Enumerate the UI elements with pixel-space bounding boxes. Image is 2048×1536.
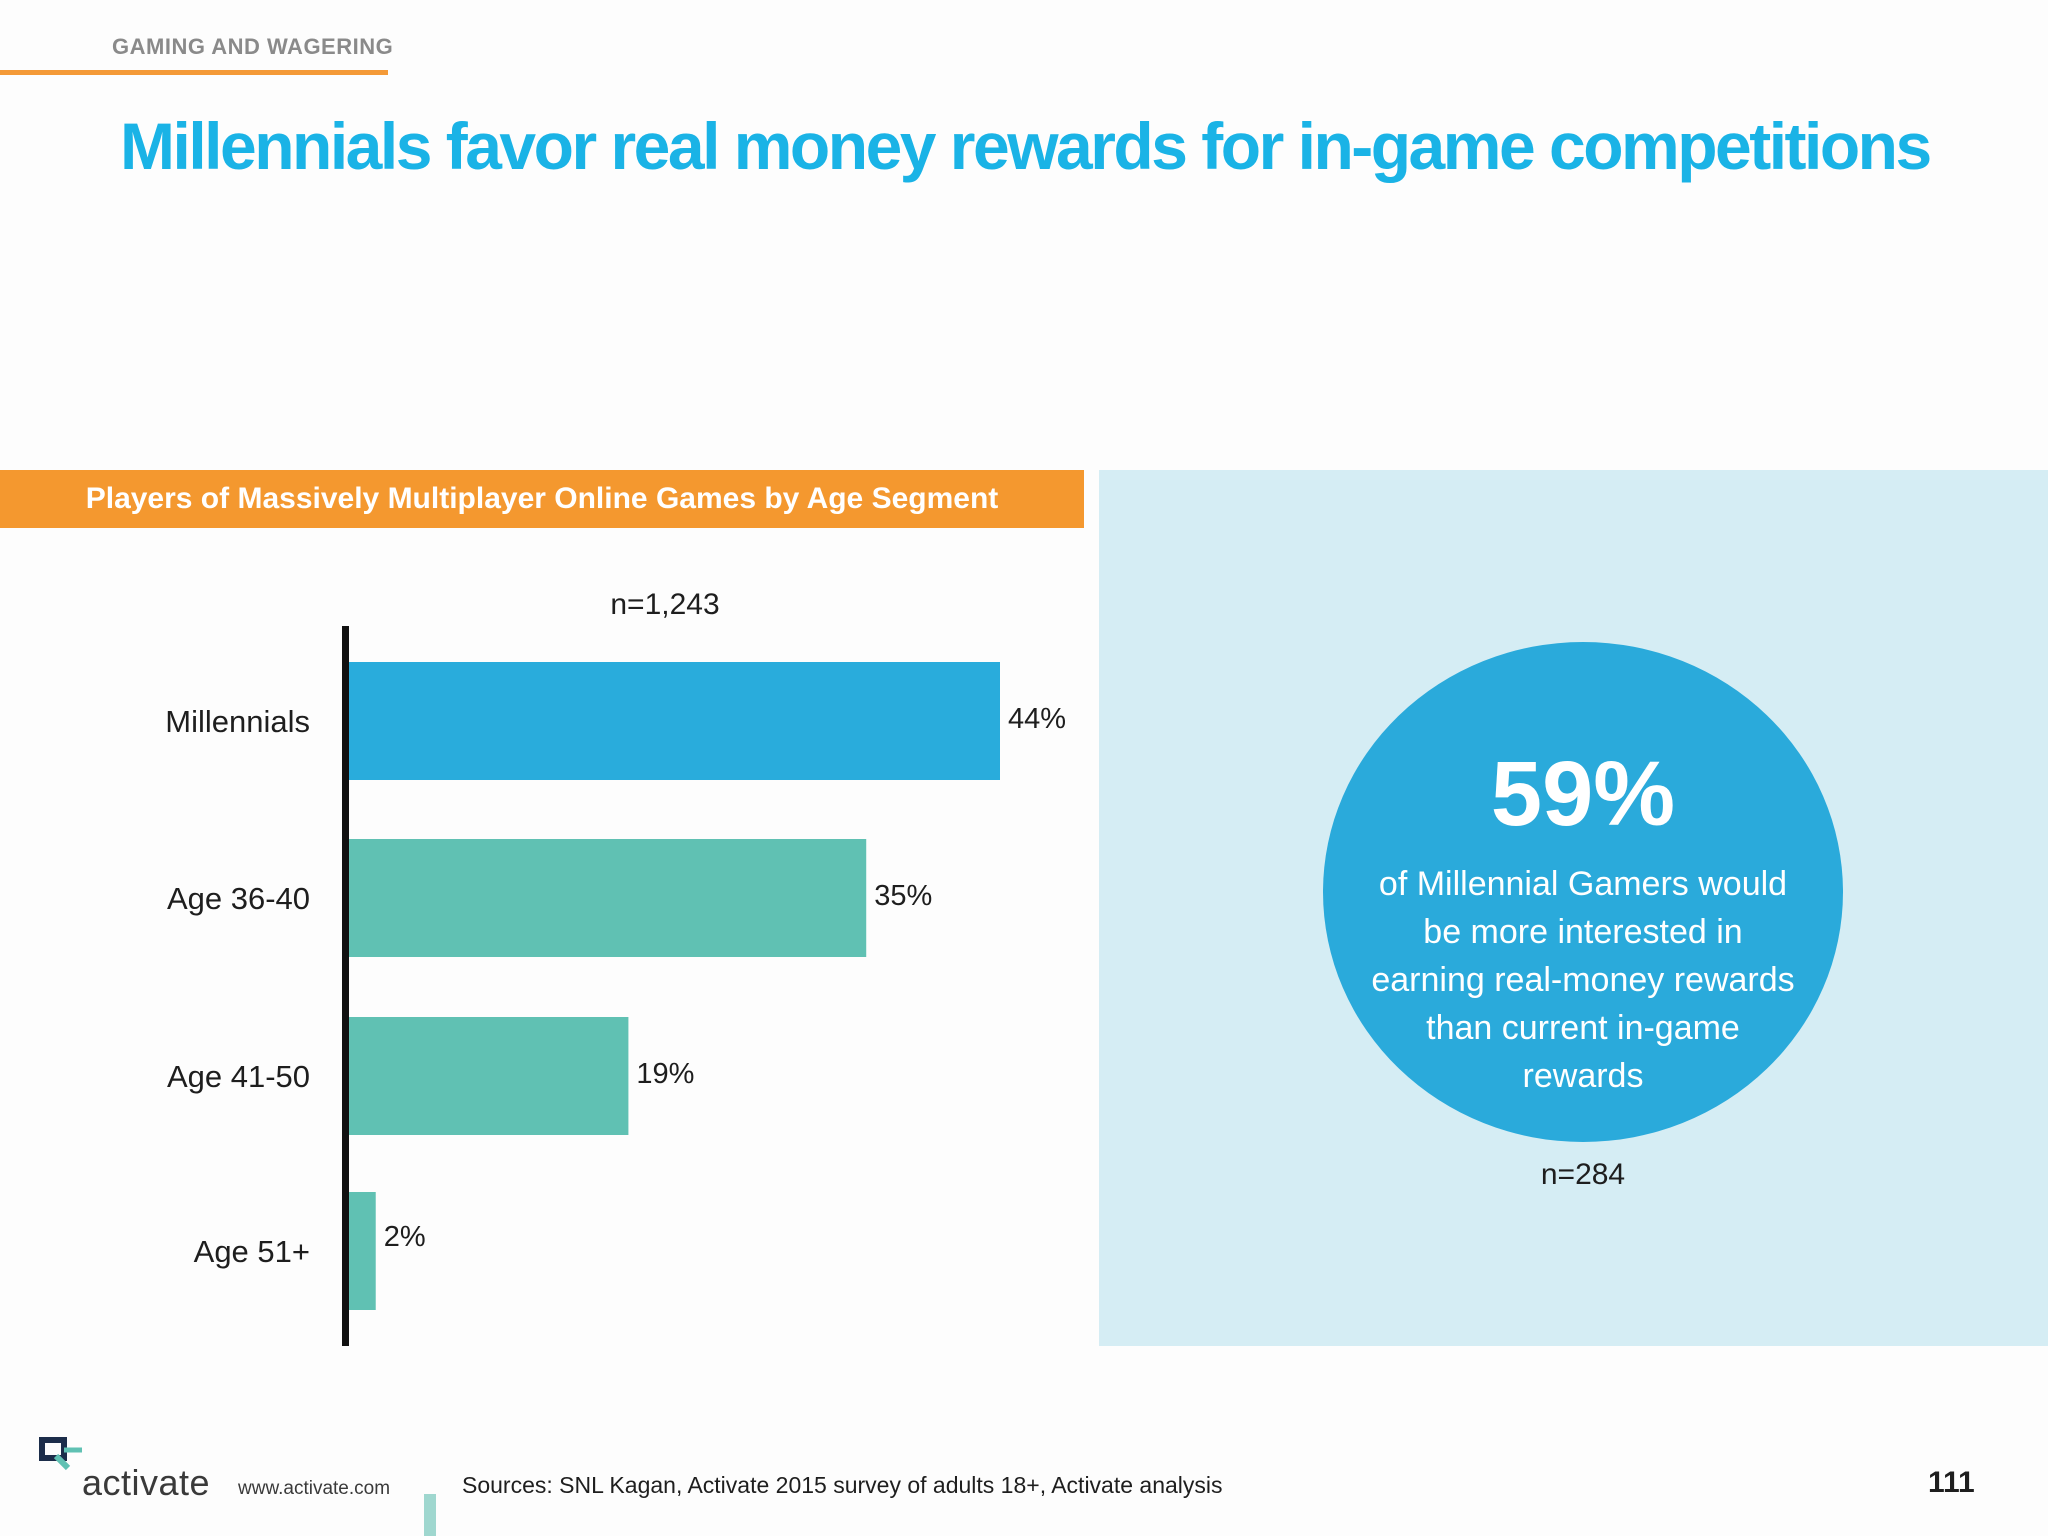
- sources-note: Sources: SNL Kagan, Activate 2015 survey…: [462, 1472, 1223, 1498]
- callout-panel: 59% of Millennial Gamers would be more i…: [1099, 470, 2048, 1346]
- category-label: Age 36-40: [167, 881, 310, 916]
- section-rule: [0, 70, 388, 75]
- page-number: 111: [1928, 1466, 1975, 1499]
- section-label: GAMING AND WAGERING: [112, 34, 394, 59]
- bar-millennials: [346, 662, 1000, 780]
- bar-age-36-40: [346, 839, 867, 957]
- chart-title: Players of Massively Multiplayer Online …: [0, 470, 1084, 528]
- value-label: 35%: [874, 880, 932, 912]
- stat-circle: 59% of Millennial Gamers would be more i…: [1323, 642, 1843, 1142]
- bar-age-41-50: [346, 1017, 629, 1135]
- value-label: 44%: [1008, 703, 1066, 735]
- category-label: Age 41-50: [167, 1059, 310, 1094]
- page-title: Millennials favor real money rewards for…: [120, 109, 1932, 183]
- category-label: Millennials: [165, 704, 310, 739]
- bar-chart: n=1,243 Millennials 44% Age 36-40 35% Age 41-…: [165, 588, 1066, 1346]
- callout-stat: 59%: [1490, 743, 1676, 845]
- category-label: Age 51+: [194, 1234, 310, 1269]
- callout-text: of Millennial Gamers would be more inter…: [1371, 865, 1795, 1095]
- brand-name: activate: [82, 1462, 211, 1503]
- y-axis-line: [342, 626, 349, 1346]
- value-label: 19%: [636, 1058, 694, 1090]
- brand-url[interactable]: www.activate.com: [238, 1478, 391, 1499]
- bar-age-51-: [346, 1192, 376, 1310]
- value-label: 2%: [384, 1221, 426, 1253]
- footer-accent-bar: [424, 1494, 436, 1536]
- chart-sample-size: n=1,243: [610, 588, 719, 621]
- callout-sample-size: n=284: [1540, 1158, 1626, 1191]
- activate-logo-icon: [39, 1437, 82, 1471]
